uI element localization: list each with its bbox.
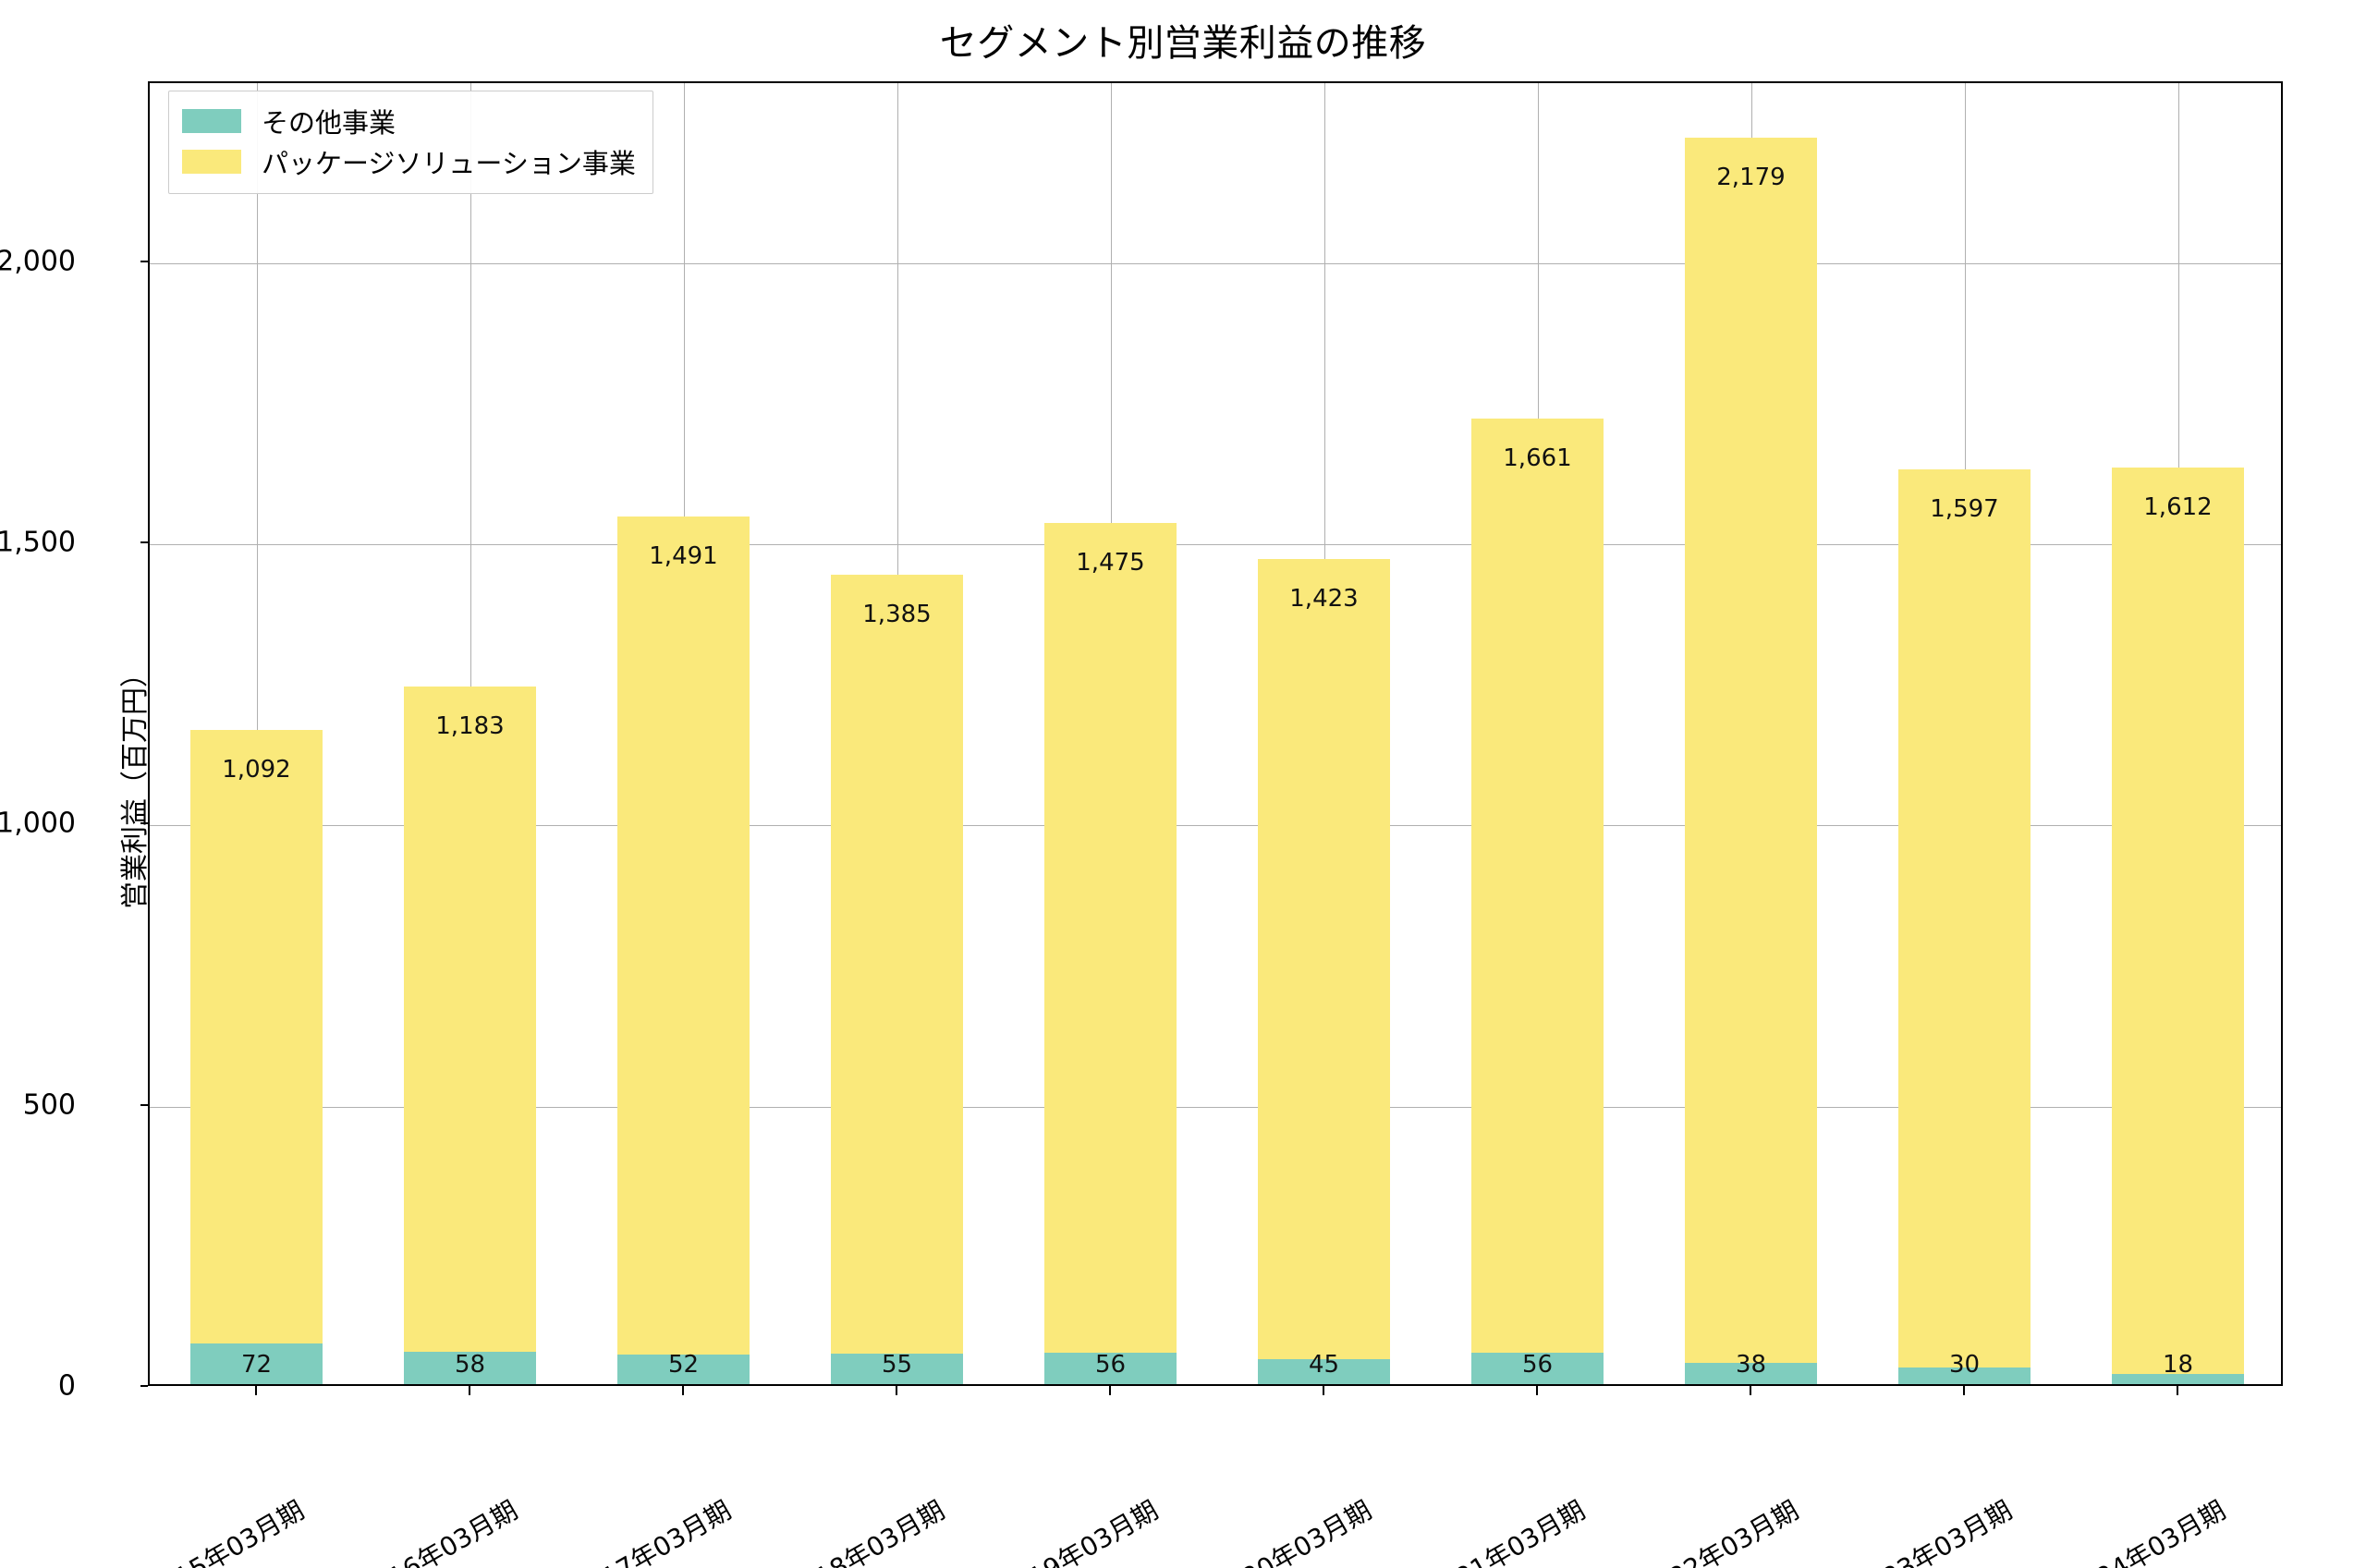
bar-segment-package[interactable] xyxy=(403,686,537,1352)
bar-group[interactable]: 58 1,183 xyxy=(403,83,537,1384)
bar-value-label-other: 56 xyxy=(1521,1351,1554,1379)
y-axis-tick-mark xyxy=(140,260,148,262)
x-axis-tick-mark xyxy=(468,1386,470,1395)
page-title: セグメント別営業利益の推移 xyxy=(939,22,1427,65)
x-axis-tick-label: 2024年03月期 xyxy=(2062,1494,2231,1568)
bar-segment-package[interactable] xyxy=(2111,467,2245,1375)
bar-value-label-package: 1,183 xyxy=(435,711,505,740)
x-axis-tick-label: 2020年03月期 xyxy=(1208,1494,1377,1568)
x-axis-tick-label: 2017年03月期 xyxy=(567,1494,737,1568)
y-axis-label: 営業利益（百万円） xyxy=(119,659,152,909)
x-axis-tick-mark xyxy=(1322,1386,1324,1395)
bar-segment-other[interactable] xyxy=(2111,1374,2245,1384)
bar-value-label-other: 58 xyxy=(454,1351,486,1379)
bar-value-label-other: 52 xyxy=(667,1351,700,1379)
bar-segment-package[interactable] xyxy=(1897,468,2031,1367)
y-axis-tick-label: 1,500 xyxy=(0,526,76,559)
legend-item[interactable]: パッケージソリューション事業 xyxy=(182,141,636,182)
legend-swatch-package xyxy=(182,150,241,174)
bar-segment-other[interactable] xyxy=(1257,1358,1391,1384)
gridline-horizontal xyxy=(150,262,2281,264)
y-axis-tick-label: 2,000 xyxy=(0,245,76,278)
bar-value-label-package: 1,092 xyxy=(222,755,291,784)
bar-group[interactable]: 55 1,385 xyxy=(830,83,964,1384)
x-axis-tick-label: 2019年03月期 xyxy=(994,1494,1164,1568)
bar-value-label-other: 72 xyxy=(240,1351,273,1379)
gridline-horizontal xyxy=(150,544,2281,546)
bar-segment-package[interactable] xyxy=(189,729,323,1344)
x-axis-tick-label: 2018年03月期 xyxy=(781,1494,950,1568)
bar-value-label-other: 45 xyxy=(1308,1351,1340,1379)
bar-value-label-other: 55 xyxy=(881,1351,913,1379)
y-axis-tick-mark xyxy=(140,1385,148,1387)
plot-inner: 72 1,092 58 1,183 52 1,491 55 1,385 56 1,475 45 1,4… xyxy=(150,83,2281,1384)
x-axis-tick-mark xyxy=(1749,1386,1751,1395)
y-axis-tick-label: 500 xyxy=(22,1088,76,1122)
x-axis-tick-mark xyxy=(2176,1386,2178,1395)
bar-value-label-other: 38 xyxy=(1735,1351,1767,1379)
gridline-horizontal xyxy=(150,825,2281,827)
x-axis-tick-label: 2022年03月期 xyxy=(1635,1494,1804,1568)
bar-segment-other[interactable] xyxy=(1684,1362,1818,1384)
x-axis-tick-mark xyxy=(681,1386,684,1395)
y-axis-tick-mark xyxy=(140,541,148,544)
y-axis-tick-mark xyxy=(140,822,148,825)
x-axis-tick-label: 2015年03月期 xyxy=(140,1494,310,1568)
bar-group[interactable]: 72 1,092 xyxy=(189,83,323,1384)
bar-segment-other[interactable] xyxy=(189,1343,323,1384)
bar-value-label-package: 1,385 xyxy=(862,600,932,628)
legend-item[interactable]: その他事業 xyxy=(182,101,636,141)
bar-segment-package[interactable] xyxy=(1043,523,1177,1353)
bar-segment-other[interactable] xyxy=(830,1353,964,1384)
y-axis-tick-label: 1,000 xyxy=(0,807,76,840)
bar-segment-package[interactable] xyxy=(616,516,750,1355)
legend: その他事業パッケージソリューション事業 xyxy=(168,91,653,194)
x-axis-tick-label: 2023年03月期 xyxy=(1848,1494,2018,1568)
bar-group[interactable]: 45 1,423 xyxy=(1257,83,1391,1384)
bar-value-label-other: 30 xyxy=(1948,1351,1981,1379)
bar-segment-package[interactable] xyxy=(1470,419,1604,1353)
bar-value-label-other: 18 xyxy=(2162,1351,2194,1379)
x-axis-tick-label: 2021年03月期 xyxy=(1421,1494,1591,1568)
legend-swatch-other xyxy=(182,109,241,133)
bar-value-label-package: 1,661 xyxy=(1503,444,1572,472)
gridline-horizontal xyxy=(150,1106,2281,1108)
bar-value-label-package: 1,612 xyxy=(2143,492,2213,521)
bar-segment-other[interactable] xyxy=(1043,1352,1177,1384)
bar-segment-other[interactable] xyxy=(1897,1367,2031,1384)
x-axis-tick-mark xyxy=(895,1386,897,1395)
x-axis-tick-mark xyxy=(1108,1386,1111,1395)
plot-area: 72 1,092 58 1,183 52 1,491 55 1,385 56 1,475 45 1,4… xyxy=(148,81,2283,1386)
bar-value-label-package: 1,597 xyxy=(1930,494,1999,523)
bar-segment-other[interactable] xyxy=(616,1355,750,1384)
legend-label: パッケージソリューション事業 xyxy=(262,148,636,179)
bar-segment-other[interactable] xyxy=(1470,1352,1604,1384)
bar-group[interactable]: 56 1,475 xyxy=(1043,83,1177,1384)
bar-segment-other[interactable] xyxy=(403,1351,537,1384)
bar-group[interactable]: 18 1,612 xyxy=(2111,83,2245,1384)
x-axis-tick-mark xyxy=(254,1386,257,1395)
y-axis-tick-label: 0 xyxy=(57,1369,76,1403)
bar-value-label-package: 1,491 xyxy=(649,541,718,570)
legend-label: その他事業 xyxy=(262,107,396,139)
x-axis-tick-mark xyxy=(1962,1386,1965,1395)
bar-value-label-package: 1,423 xyxy=(1289,584,1359,613)
y-axis-tick-mark xyxy=(140,1103,148,1106)
x-axis-tick-mark xyxy=(1535,1386,1538,1395)
bar-value-label-package: 1,475 xyxy=(1076,549,1145,577)
bar-value-label-package: 2,179 xyxy=(1716,163,1786,191)
bar-group[interactable]: 52 1,491 xyxy=(616,83,750,1384)
bar-group[interactable]: 38 2,179 xyxy=(1684,83,1818,1384)
bar-segment-package[interactable] xyxy=(830,574,964,1354)
bar-segment-package[interactable] xyxy=(1257,558,1391,1359)
bar-group[interactable]: 30 1,597 xyxy=(1897,83,2031,1384)
bar-segment-package[interactable] xyxy=(1684,137,1818,1363)
x-axis-tick-label: 2016年03月期 xyxy=(354,1494,523,1568)
bar-value-label-other: 56 xyxy=(1094,1351,1127,1379)
bar-group[interactable]: 56 1,661 xyxy=(1470,83,1604,1384)
